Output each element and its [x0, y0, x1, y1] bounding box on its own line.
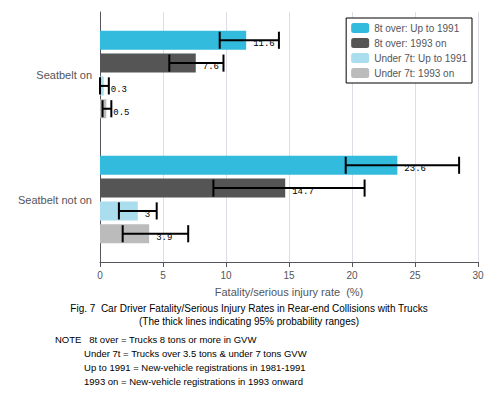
svg-text:8t over: Up to 1991: 8t over: Up to 1991: [374, 23, 459, 34]
svg-text:Under 7t: 1993 on: Under 7t: 1993 on: [374, 68, 454, 79]
svg-text:25: 25: [409, 270, 421, 281]
svg-text:8t over: 1993 on: 8t over: 1993 on: [374, 38, 446, 49]
svg-text:Up to 1991 = New-vehicle regis: Up to 1991 = New-vehicle registrations i…: [55, 362, 306, 373]
svg-text:Seatbelt on: Seatbelt on: [36, 69, 92, 81]
svg-text:11.6: 11.6: [253, 39, 275, 50]
svg-text:14.7: 14.7: [292, 187, 314, 198]
svg-text:(The thick lines indicating 95: (The thick lines indicating 95% probabil…: [139, 316, 359, 327]
svg-text:Seatbelt not on: Seatbelt not on: [18, 194, 92, 206]
svg-text:20: 20: [346, 270, 358, 281]
svg-text:5: 5: [160, 270, 166, 281]
svg-text:Under 7t: Up to 1991: Under 7t: Up to 1991: [374, 53, 467, 64]
svg-text:23.6: 23.6: [404, 164, 426, 175]
svg-text:Fig. 7 Car Driver Fatality/Se: Fig. 7 Car Driver Fatality/Serious Injur…: [70, 303, 427, 314]
svg-text:15: 15: [283, 270, 295, 281]
svg-text:Under 7t = Trucks over 3.5 ton: Under 7t = Trucks over 3.5 tons & under …: [55, 348, 307, 359]
svg-text:0.3: 0.3: [111, 85, 127, 95]
svg-text:30: 30: [472, 270, 484, 281]
svg-text:7.6: 7.6: [202, 62, 219, 73]
svg-text:1993 on = New-vehicle registra: 1993 on = New-vehicle registrations in 1…: [55, 376, 303, 387]
svg-text:3: 3: [144, 209, 151, 220]
svg-text:Fatality/serious injury rate: Fatality/serious injury rate (%): [215, 286, 364, 298]
svg-text:10: 10: [220, 270, 232, 281]
svg-text:NOTE 8t over = Trucks 8 tons: NOTE 8t over = Trucks 8 tons or more in …: [55, 334, 256, 345]
svg-text:0.5: 0.5: [113, 108, 129, 118]
svg-text:3.9: 3.9: [156, 232, 173, 243]
svg-text:0: 0: [97, 270, 103, 281]
